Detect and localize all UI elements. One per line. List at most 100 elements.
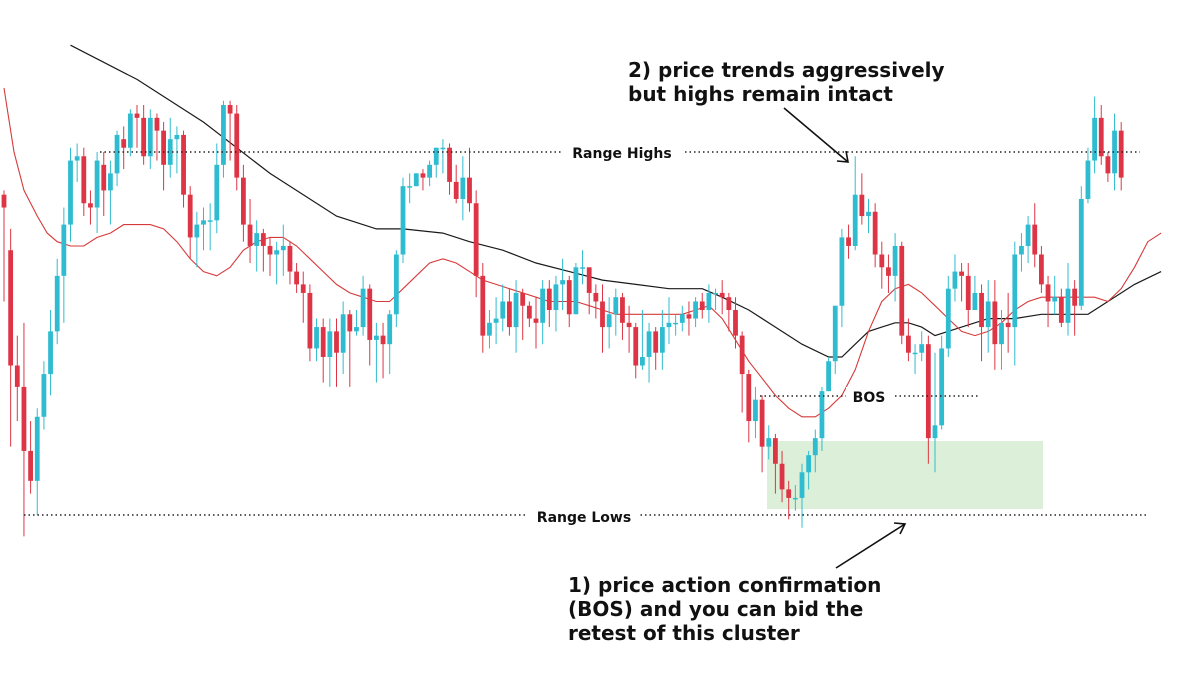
candle-up bbox=[659, 327, 665, 353]
candle-down bbox=[872, 211, 878, 255]
candle-down bbox=[480, 275, 486, 336]
candle-down bbox=[546, 288, 552, 311]
candle-down bbox=[367, 288, 373, 340]
candle-up bbox=[340, 314, 346, 353]
candle-down bbox=[773, 438, 778, 464]
candle-down bbox=[134, 113, 140, 118]
candle-down bbox=[879, 254, 885, 268]
candle-down bbox=[380, 335, 386, 345]
candle-up bbox=[580, 267, 585, 269]
candle-down bbox=[287, 245, 293, 272]
candle-down bbox=[227, 105, 233, 114]
candle-up bbox=[393, 254, 399, 315]
candle-down bbox=[686, 314, 692, 319]
candle-up bbox=[646, 331, 652, 357]
candle-down bbox=[1045, 284, 1051, 302]
candle-up bbox=[433, 147, 439, 165]
candle-down bbox=[473, 203, 479, 276]
candle-down bbox=[161, 130, 166, 165]
candle-down bbox=[21, 386, 27, 451]
candle-down bbox=[719, 292, 725, 298]
candle-up bbox=[799, 472, 805, 498]
candle-up bbox=[792, 497, 798, 500]
candle-up bbox=[1052, 297, 1058, 302]
candle-down bbox=[507, 301, 512, 328]
candle-down bbox=[779, 463, 785, 490]
candle-up bbox=[606, 314, 612, 328]
candle-up bbox=[1092, 117, 1097, 161]
candle-up bbox=[174, 134, 180, 140]
candle-down bbox=[626, 322, 632, 328]
candle-up bbox=[94, 160, 100, 208]
candle-down bbox=[533, 318, 539, 323]
candle-up bbox=[1012, 254, 1018, 328]
candle-up bbox=[866, 211, 871, 217]
candle-down bbox=[467, 177, 472, 204]
candle-up bbox=[400, 186, 406, 255]
candle-up bbox=[706, 292, 712, 311]
candle-up bbox=[952, 271, 958, 289]
candle-down bbox=[453, 181, 459, 199]
candle-down bbox=[267, 245, 273, 255]
candle-up bbox=[207, 220, 213, 222]
candle-up bbox=[460, 177, 466, 199]
candle-down bbox=[447, 147, 452, 182]
candle-up bbox=[201, 220, 206, 225]
candle-up bbox=[274, 250, 280, 255]
candle-down bbox=[566, 280, 572, 315]
candle-down bbox=[520, 292, 526, 306]
ma-slow-line bbox=[70, 44, 1162, 358]
candle-up bbox=[573, 267, 579, 315]
candle-down bbox=[733, 310, 738, 336]
candle-down bbox=[739, 335, 745, 375]
candle-up bbox=[640, 356, 645, 366]
candle-down bbox=[334, 331, 339, 353]
candle-down bbox=[1, 194, 7, 208]
candle-up bbox=[1019, 245, 1024, 255]
candle-up bbox=[839, 237, 845, 306]
candle-up bbox=[919, 344, 925, 353]
arrow-to-zone-icon bbox=[835, 522, 907, 569]
candle-up bbox=[214, 164, 220, 221]
candle-up bbox=[932, 425, 938, 439]
candle-up bbox=[753, 399, 758, 422]
candle-up bbox=[513, 292, 519, 328]
range-highs-label: Range Highs bbox=[572, 146, 671, 162]
candle-down bbox=[1058, 297, 1064, 323]
candle-up bbox=[892, 245, 898, 276]
candle-up bbox=[560, 280, 565, 285]
candle-up bbox=[693, 301, 698, 319]
candle-down bbox=[8, 250, 14, 366]
candle-up bbox=[407, 186, 413, 188]
candle-down bbox=[294, 271, 299, 285]
bos-label: BOS bbox=[853, 390, 886, 406]
candle-down bbox=[759, 399, 765, 447]
candle-up bbox=[500, 301, 506, 319]
candle-down bbox=[593, 292, 599, 302]
candle-down bbox=[925, 344, 931, 439]
candle-down bbox=[320, 327, 326, 357]
candle-down bbox=[28, 450, 33, 481]
candle-down bbox=[726, 297, 732, 311]
arrow-to-highs-icon bbox=[783, 107, 849, 163]
candle-up bbox=[387, 314, 393, 345]
candle-up bbox=[1078, 198, 1084, 306]
candle-up bbox=[766, 438, 772, 447]
candle-down bbox=[121, 139, 127, 148]
candle-up bbox=[832, 305, 838, 362]
candle-down bbox=[959, 271, 964, 276]
candle-down bbox=[181, 134, 186, 195]
candle-up bbox=[74, 156, 80, 161]
candle-up bbox=[48, 331, 53, 375]
candle-down bbox=[241, 177, 246, 225]
candle-down bbox=[154, 117, 160, 131]
candle-up bbox=[985, 301, 991, 328]
candle-up bbox=[826, 361, 831, 392]
candle-down bbox=[899, 245, 905, 336]
candle-down bbox=[846, 237, 851, 246]
candle-up bbox=[413, 173, 419, 187]
candle-up bbox=[221, 105, 226, 165]
candle-down bbox=[906, 335, 911, 353]
candle-up bbox=[1065, 288, 1071, 323]
